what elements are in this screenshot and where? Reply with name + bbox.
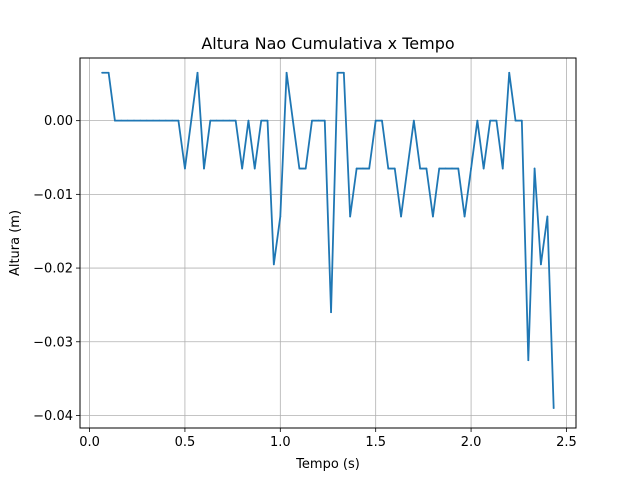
data-point — [184, 167, 186, 170]
data-point — [133, 119, 135, 122]
data-point — [209, 119, 212, 122]
data-point — [546, 215, 549, 218]
data-point — [425, 167, 428, 170]
data-point — [355, 167, 358, 170]
y-tick-label: −0.04 — [33, 409, 73, 424]
data-point — [311, 119, 313, 122]
data-point — [107, 71, 110, 74]
data-point — [349, 215, 352, 218]
data-point — [253, 167, 256, 170]
data-point — [412, 119, 415, 122]
data-point — [381, 119, 383, 122]
y-tick-label: −0.02 — [33, 262, 73, 277]
series-group — [101, 71, 555, 409]
x-tick-label: 1.5 — [365, 435, 386, 450]
y-tick-label: 0.00 — [44, 114, 73, 129]
data-point — [196, 71, 199, 74]
x-tick-label: 1.0 — [270, 435, 291, 450]
data-point — [508, 71, 511, 74]
data-point — [463, 215, 466, 218]
data-point — [552, 407, 555, 409]
data-point — [279, 215, 282, 218]
data-point — [336, 71, 339, 74]
data-point — [444, 167, 447, 170]
data-point — [438, 167, 441, 170]
data-point — [164, 119, 167, 122]
data-point — [533, 167, 536, 170]
data-point — [120, 119, 123, 122]
data-point — [368, 167, 371, 170]
data-point — [432, 215, 434, 218]
data-point — [285, 71, 288, 74]
data-point — [266, 119, 269, 122]
data-point — [362, 167, 364, 170]
data-point — [393, 167, 396, 170]
data-point — [145, 119, 148, 122]
data-point — [514, 119, 517, 122]
data-point — [260, 119, 263, 122]
data-point — [114, 119, 116, 122]
data-point — [298, 167, 301, 170]
data-point — [501, 167, 504, 170]
y-tick-label: −0.03 — [33, 335, 73, 350]
data-point — [291, 119, 294, 122]
data-point — [489, 119, 492, 122]
chart-title: Altura Nao Cumulativa x Tempo — [201, 34, 454, 53]
data-point — [101, 71, 104, 74]
x-tick-label: 2.5 — [556, 435, 577, 450]
data-point — [190, 119, 193, 122]
data-point — [126, 119, 129, 122]
data-point — [342, 71, 345, 74]
data-point — [419, 167, 422, 170]
data-point — [495, 119, 498, 122]
data-point — [539, 263, 542, 266]
data-point — [241, 167, 244, 170]
data-point — [222, 119, 224, 122]
data-point — [304, 167, 307, 170]
data-point — [520, 119, 523, 122]
data-point — [482, 167, 485, 170]
y-axis: 0.00 −0.01 −0.02 −0.03 −0.04 — [33, 114, 80, 424]
data-point — [215, 119, 218, 122]
data-point — [234, 119, 237, 122]
data-point — [406, 167, 409, 170]
data-point — [374, 119, 377, 122]
x-axis: 0.0 0.5 1.0 1.5 2.0 2.5 — [79, 428, 577, 450]
data-point — [139, 119, 142, 122]
data-point — [470, 167, 472, 170]
data-point — [476, 119, 479, 122]
data-point — [400, 215, 402, 218]
data-point — [228, 119, 231, 122]
data-point — [457, 167, 460, 170]
y-tick-label: −0.01 — [33, 188, 73, 203]
data-point — [177, 119, 180, 122]
series-points-0 — [101, 71, 555, 409]
data-point — [451, 167, 453, 170]
x-tick-label: 0.5 — [175, 435, 196, 450]
x-tick-label: 0.0 — [79, 435, 100, 450]
series-line-0 — [102, 71, 555, 409]
data-point — [272, 263, 275, 266]
data-point — [527, 359, 530, 362]
x-tick-label: 2.0 — [461, 435, 482, 450]
y-axis-label: Altura (m) — [8, 210, 23, 276]
x-axis-label: Tempo (s) — [295, 457, 360, 472]
data-point — [158, 119, 161, 122]
data-point — [330, 311, 332, 314]
plot-frame — [79, 57, 577, 429]
data-point — [247, 119, 250, 122]
data-point — [323, 119, 326, 122]
data-point — [387, 167, 390, 170]
data-point — [317, 119, 320, 122]
data-point — [203, 167, 205, 170]
data-point — [171, 119, 174, 122]
data-point — [152, 119, 154, 122]
